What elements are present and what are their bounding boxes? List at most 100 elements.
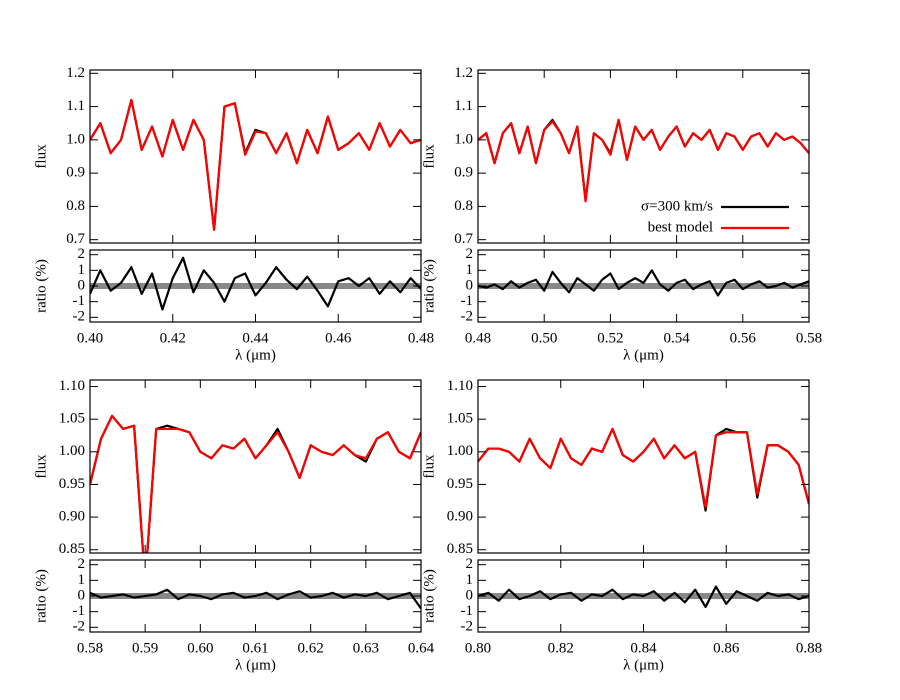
y-axis-label: ratio (%) [33, 569, 49, 623]
y-tick-label: 2 [466, 556, 474, 572]
y-tick-label: 1.1 [454, 98, 473, 114]
ratio-line [90, 256, 421, 311]
y-tick-label: -2 [461, 619, 474, 635]
y-tick-label: 0.8 [454, 198, 473, 214]
y-axis-label: flux [421, 454, 437, 479]
y-tick-label: 1.00 [447, 443, 473, 459]
y-tick-label: 0.7 [454, 231, 473, 247]
y-tick-label: 2 [78, 246, 86, 262]
y-tick-label: -1 [73, 603, 86, 619]
y-tick-label: 1.10 [447, 378, 473, 394]
ratio-line [90, 588, 421, 610]
y-tick-label: -1 [461, 293, 474, 309]
x-tick-label: 0.86 [713, 640, 740, 656]
y-tick-label: 1.1 [66, 98, 85, 114]
x-tick-label: 0.44 [242, 330, 269, 346]
legend-label: best model [648, 219, 713, 235]
ratio-line [478, 269, 809, 297]
axes-frame [89, 379, 422, 554]
legend-label: σ=300 km/s [641, 198, 713, 214]
flux-line [478, 118, 809, 203]
y-tick-label: 0.8 [66, 198, 85, 214]
y-tick-label: 0 [466, 277, 474, 293]
axes-frame [477, 249, 810, 323]
y-tick-label: -2 [73, 309, 86, 325]
x-tick-label: 0.88 [796, 640, 822, 656]
flux-line [478, 118, 809, 201]
x-axis-label: λ (μm) [235, 657, 276, 673]
x-axis-label: λ (μm) [623, 347, 664, 363]
y-tick-label: 0.90 [59, 509, 85, 525]
x-tick-label: 0.50 [531, 330, 557, 346]
x-tick-label: 0.61 [242, 640, 268, 656]
x-tick-label: 0.58 [77, 640, 103, 656]
x-tick-label: 0.48 [465, 330, 491, 346]
x-axis-label: λ (μm) [235, 347, 276, 363]
y-tick-label: -2 [461, 309, 474, 325]
x-tick-label: 0.63 [353, 640, 379, 656]
x-tick-label: 0.56 [730, 330, 757, 346]
x-tick-label: 0.46 [325, 330, 352, 346]
y-tick-label: 1 [78, 262, 86, 278]
x-tick-label: 0.60 [187, 640, 213, 656]
y-tick-label: 1.00 [59, 443, 85, 459]
x-tick-label: 0.59 [132, 640, 158, 656]
y-tick-label: 0.9 [66, 165, 85, 181]
y-tick-label: 2 [78, 556, 86, 572]
flux-line [478, 427, 809, 509]
x-tick-label: 0.48 [408, 330, 434, 346]
flux-line [90, 414, 421, 553]
axes-frame [477, 69, 810, 244]
axes-frame [89, 249, 422, 323]
y-axis-label: flux [33, 454, 49, 479]
y-tick-label: 0.85 [447, 541, 473, 557]
y-tick-label: 0.90 [447, 509, 473, 525]
axes-frame [477, 379, 810, 554]
y-axis-label: ratio (%) [421, 569, 437, 623]
y-tick-label: 1.0 [454, 131, 473, 147]
x-tick-label: 0.40 [77, 330, 103, 346]
x-tick-label: 0.64 [408, 640, 435, 656]
y-axis-label: flux [33, 144, 49, 169]
y-axis-label: ratio (%) [33, 259, 49, 313]
y-tick-label: 1 [466, 572, 474, 588]
y-tick-label: -2 [73, 619, 86, 635]
x-tick-label: 0.80 [465, 640, 491, 656]
y-tick-label: 1.2 [454, 65, 473, 81]
x-tick-label: 0.82 [548, 640, 574, 656]
y-axis-label: ratio (%) [421, 259, 437, 313]
y-tick-label: 1.0 [66, 131, 85, 147]
y-tick-label: 0.95 [447, 476, 473, 492]
y-tick-label: -1 [73, 293, 86, 309]
y-tick-label: 1 [466, 262, 474, 278]
ratio-line [478, 585, 809, 609]
axes-frame [477, 559, 810, 633]
y-tick-label: 0 [466, 587, 474, 603]
flux-line [90, 98, 421, 231]
y-tick-label: 0.9 [454, 165, 473, 181]
y-tick-label: 0 [78, 587, 86, 603]
x-tick-label: 0.42 [160, 330, 186, 346]
y-axis-label: flux [421, 144, 437, 169]
y-tick-label: -1 [461, 603, 474, 619]
flux-line [90, 98, 421, 231]
x-tick-label: 0.84 [630, 640, 657, 656]
x-tick-label: 0.62 [298, 640, 324, 656]
y-tick-label: 1.10 [59, 378, 85, 394]
y-tick-label: 1.05 [447, 411, 473, 427]
y-tick-label: 0 [78, 277, 86, 293]
y-tick-label: 0.85 [59, 541, 85, 557]
x-tick-label: 0.52 [597, 330, 623, 346]
x-axis-label: λ (μm) [623, 657, 664, 673]
y-tick-label: 0.95 [59, 476, 85, 492]
y-tick-label: 1.2 [66, 65, 85, 81]
y-tick-label: 1.05 [59, 411, 85, 427]
axes-frame [89, 69, 422, 244]
x-tick-label: 0.58 [796, 330, 822, 346]
axes-frame [89, 559, 422, 633]
y-tick-label: 1 [78, 572, 86, 588]
x-tick-label: 0.54 [663, 330, 690, 346]
y-tick-label: 2 [466, 246, 474, 262]
y-tick-label: 0.7 [66, 231, 85, 247]
